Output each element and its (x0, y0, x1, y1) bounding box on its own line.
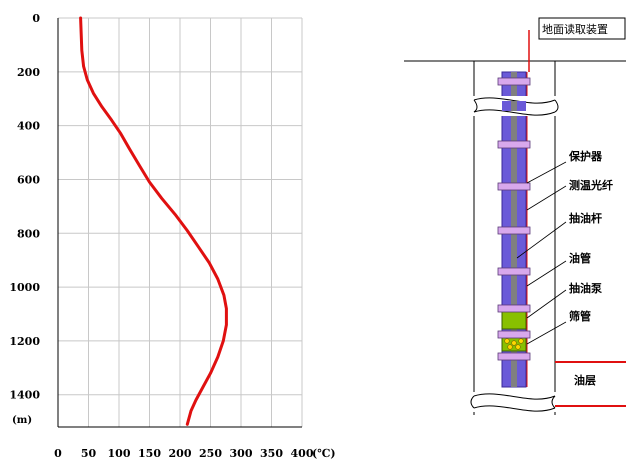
protector-collar (497, 352, 531, 361)
well-schematic: 地面读取装置 保护器 测温光纤 抽油杆 油管 抽油泵 筛管 油层 (404, 17, 626, 415)
y-tick-label: 200 (17, 66, 40, 79)
vertical-gridlines (88, 18, 303, 427)
y-tick-label: 0 (32, 12, 40, 25)
horizontal-gridlines (58, 17, 302, 396)
y-tick-label: 400 (17, 120, 40, 133)
x-tick-label: 150 (138, 447, 161, 460)
label-oil-layer: 油层 (574, 373, 596, 387)
temperature-depth-chart: 0 200 400 600 800 1000 1200 1400 0 50 100 150 200 25… (9, 12, 335, 460)
y-tick-label: 1400 (9, 389, 40, 402)
pump-body (501, 310, 527, 330)
surface-device-label: 地面读取装置 (542, 22, 608, 36)
label-temperature-fiber: 测温光纤 (569, 178, 613, 192)
y-tick-label: 1200 (9, 335, 40, 348)
label-protector: 保护器 (568, 149, 603, 163)
screen-holes (504, 338, 524, 350)
x-tick-label: 0 (54, 447, 62, 460)
label-tubing: 油管 (569, 251, 591, 265)
break-mark-upper (470, 96, 560, 116)
label-sucker-rod: 抽油杆 (569, 211, 602, 225)
protector-collars (497, 77, 531, 361)
x-tick-labels: 0 50 100 150 200 250 300 350 400 (54, 447, 314, 460)
x-tick-label: 300 (230, 447, 253, 460)
protector-collar (497, 304, 531, 313)
protector-collar (497, 330, 531, 339)
y-unit-label: (m) (12, 415, 32, 426)
x-tick-label: 100 (108, 447, 131, 460)
temperature-curve (79, 16, 228, 426)
x-tick-label: 400 (291, 447, 314, 460)
x-tick-label: 200 (169, 447, 192, 460)
protector-collar (497, 77, 531, 86)
x-tick-label: 250 (199, 447, 222, 460)
x-tick-label: 50 (81, 447, 97, 460)
protector-collar (497, 140, 531, 149)
label-screen-pipe: 筛管 (569, 309, 591, 323)
break-mark-lower (470, 392, 560, 412)
protector-collar (497, 182, 531, 191)
y-tick-label: 600 (17, 173, 40, 186)
protector-collar (497, 226, 531, 235)
x-unit-label: (℃) (312, 447, 336, 460)
x-tick-label: 350 (260, 447, 283, 460)
label-oil-pump: 抽油泵 (569, 281, 602, 295)
leader-lines (516, 161, 567, 345)
y-tick-labels: 0 200 400 600 800 1000 1200 1400 (9, 12, 40, 402)
protector-collar (497, 267, 531, 276)
y-tick-label: 800 (17, 227, 40, 240)
surface-device-box (538, 17, 626, 40)
y-tick-label: 1000 (9, 281, 40, 294)
